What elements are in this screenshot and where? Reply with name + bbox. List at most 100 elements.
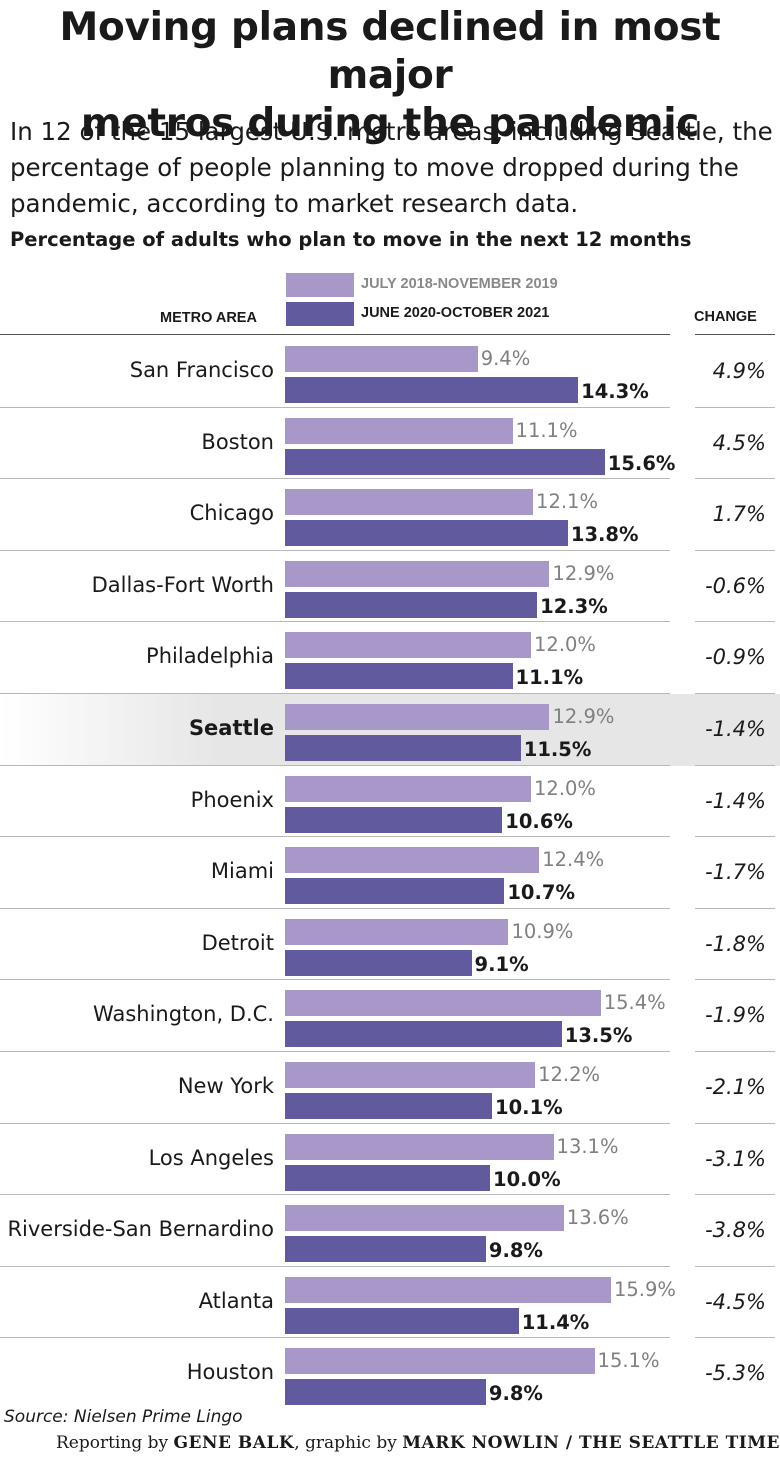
- value-label-series-b: 10.6%: [505, 809, 573, 833]
- credit-mid: , graphic by: [294, 1433, 397, 1453]
- subtitle-line-2: percentage of people planning to move dr…: [10, 153, 739, 182]
- metro-label: Philadelphia: [146, 644, 274, 669]
- metro-label: San Francisco: [129, 358, 274, 382]
- value-label-series-a: 15.9%: [613, 1277, 676, 1301]
- row-divider: [0, 621, 670, 623]
- bar-series-a: [285, 918, 509, 945]
- metro-label: Miami: [210, 859, 274, 884]
- chart-subtitle: In 12 of the 15 largest U.S. metro areas…: [10, 114, 775, 222]
- metro-label: Boston: [201, 429, 274, 454]
- metro-label: Houston: [186, 1360, 274, 1385]
- bar-series-b: [285, 1164, 490, 1191]
- bar-series-b: [285, 735, 521, 761]
- value-label-series-a: 12.9%: [552, 705, 615, 728]
- value-label-series-b: 15.6%: [607, 451, 676, 475]
- bar-series-b: [285, 1093, 493, 1119]
- row-divider: [0, 1265, 670, 1267]
- change-value: -4.5%: [705, 1289, 766, 1314]
- legend-label-series-a: JULY 2018-NOVEMBER 2019: [361, 276, 558, 292]
- legend-swatch-series-b: [286, 302, 354, 326]
- bar-series-a: [285, 1133, 554, 1160]
- value-label-series-a: 13.1%: [556, 1134, 619, 1158]
- change-value: -3.8%: [705, 1218, 766, 1243]
- value-label-series-b: 11.1%: [515, 666, 584, 690]
- bar-series-a: [285, 775, 531, 802]
- chart-heading: Percentage of adults who plan to move in…: [10, 228, 692, 251]
- value-label-series-a: 12.0%: [534, 776, 596, 800]
- value-label-series-a: 9.4%: [480, 347, 531, 370]
- metro-label: Detroit: [201, 930, 274, 955]
- change-value: -1.8%: [705, 931, 766, 956]
- change-value: -0.9%: [705, 645, 766, 670]
- bar-series-b: [285, 1307, 519, 1334]
- bar-series-b: [285, 377, 579, 403]
- row-divider: [0, 1122, 670, 1124]
- bar-series-a: [285, 1276, 611, 1303]
- value-label-series-a: 13.6%: [566, 1206, 629, 1230]
- bar-series-b: [285, 878, 505, 905]
- metro-label: Dallas-Fort Worth: [91, 572, 274, 597]
- change-header-rule: [695, 334, 775, 335]
- source-note: Source: Nielsen Prime Lingo: [4, 1407, 243, 1427]
- bar-series-a: [285, 417, 513, 444]
- legend-label-series-b: JUNE 2020-OCTOBER 2021: [361, 305, 550, 321]
- row-divider: [0, 1337, 670, 1339]
- bar-series-b: [285, 1236, 486, 1263]
- metro-label: Atlanta: [198, 1288, 274, 1313]
- bar-series-a: [285, 1348, 595, 1375]
- change-divider: [695, 621, 775, 623]
- change-value: -2.1%: [705, 1075, 766, 1099]
- subtitle-line-1: In 12 of the 15 largest U.S. metro areas…: [10, 117, 773, 146]
- change-value: -1.9%: [705, 1003, 766, 1028]
- bar-series-b: [285, 663, 513, 690]
- value-label-series-b: 10.0%: [493, 1167, 561, 1191]
- value-label-series-b: 13.8%: [570, 523, 639, 547]
- metro-label: Riverside-San Bernardino: [7, 1217, 274, 1242]
- row-divider: [0, 1194, 670, 1196]
- change-column-header: CHANGE: [694, 309, 757, 325]
- bar-series-b: [285, 520, 568, 547]
- chart-title: Moving plans declined in most major metr…: [0, 4, 780, 148]
- metro-label: Los Angeles: [148, 1145, 274, 1170]
- change-divider: [695, 1337, 775, 1339]
- bar-series-a: [285, 1205, 564, 1232]
- legend-swatch-series-a: [286, 273, 354, 297]
- value-label-series-b: 12.3%: [540, 594, 608, 618]
- row-divider: [0, 406, 670, 408]
- value-label-series-b: 10.7%: [507, 881, 575, 905]
- change-value: -1.7%: [705, 860, 766, 885]
- value-label-series-a: 12.1%: [536, 490, 598, 514]
- bar-series-a: [285, 489, 534, 516]
- change-value: -1.4%: [705, 717, 766, 741]
- change-value: 4.5%: [712, 430, 766, 455]
- value-label-series-b: 9.1%: [474, 952, 529, 976]
- credit-reporter: GENE BALK: [173, 1433, 295, 1453]
- metro-label: Washington, D.C.: [93, 1002, 274, 1027]
- value-label-series-a: 10.9%: [511, 919, 574, 943]
- metro-column-header: METRO AREA: [160, 310, 257, 326]
- change-value: -5.3%: [705, 1361, 766, 1386]
- row-divider: [0, 764, 670, 766]
- title-line-1: Moving plans declined in most major: [59, 5, 721, 98]
- value-label-series-b: 13.5%: [564, 1024, 633, 1048]
- value-label-series-a: 15.1%: [597, 1349, 660, 1373]
- row-divider: [0, 836, 670, 838]
- row-divider: [0, 549, 670, 551]
- change-divider: [695, 478, 775, 480]
- row-divider: [0, 478, 670, 480]
- value-label-series-a: 12.2%: [538, 1063, 601, 1086]
- value-label-series-b: 14.3%: [581, 380, 649, 403]
- value-label-series-a: 11.1%: [515, 418, 578, 442]
- change-divider: [695, 1122, 775, 1124]
- value-label-series-b: 10.1%: [495, 1096, 563, 1119]
- subtitle-line-3: pandemic, according to market research d…: [10, 189, 579, 218]
- title-line-2: metros during the pandemic: [80, 101, 700, 146]
- bar-series-a: [285, 1062, 536, 1088]
- value-label-series-b: 9.8%: [488, 1239, 543, 1263]
- metro-label: Phoenix: [190, 787, 274, 812]
- change-divider: [695, 764, 775, 766]
- change-value: 4.9%: [712, 359, 766, 383]
- change-value: -1.4%: [705, 788, 766, 813]
- change-divider: [695, 1194, 775, 1196]
- value-label-series-b: 11.5%: [523, 738, 592, 761]
